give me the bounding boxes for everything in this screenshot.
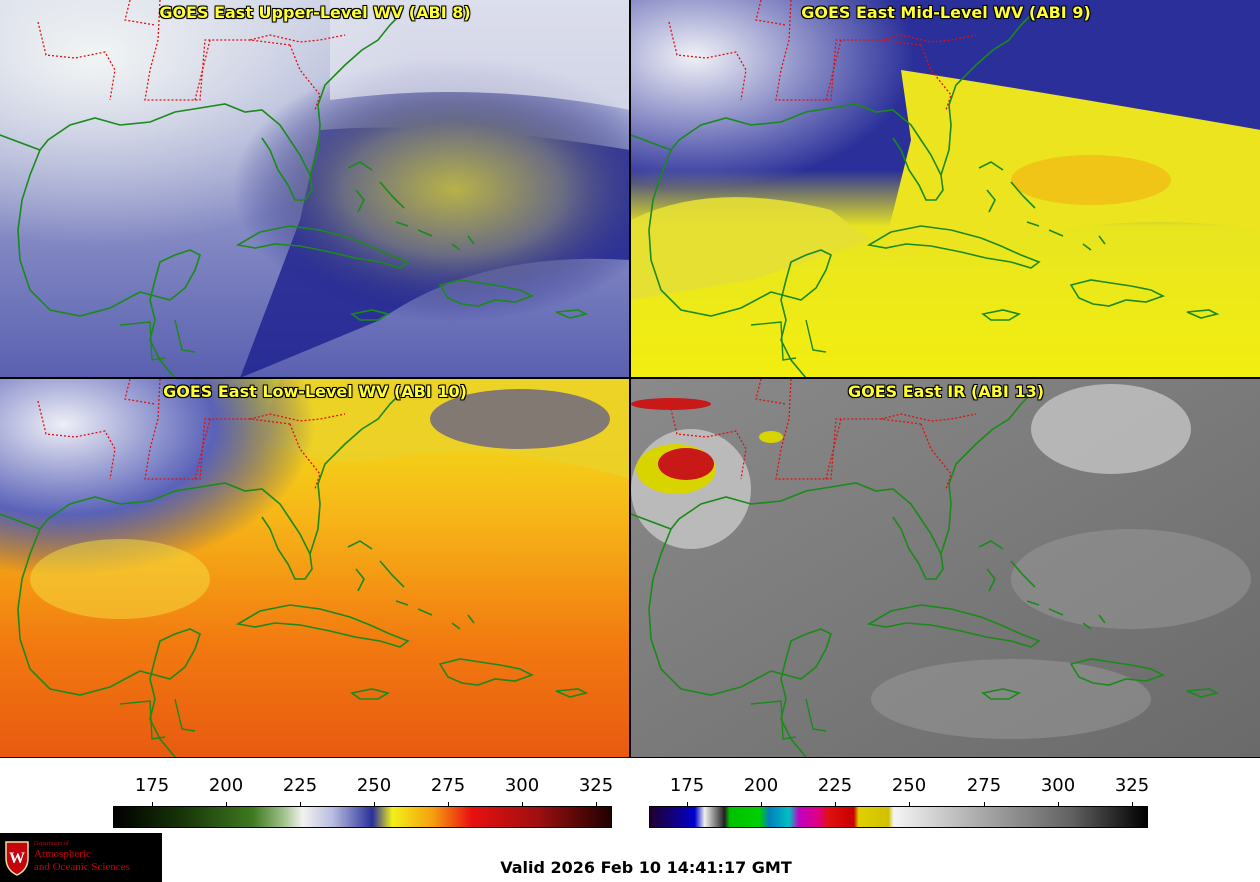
logo-department-text: Department of <box>34 841 69 847</box>
ir-tick-label: 275 <box>966 775 1002 796</box>
wv-tick-label: 325 <box>578 775 614 796</box>
wv-tick-label: 300 <box>504 775 540 796</box>
panel-upper-level-wv: GOES East Upper-Level WV (ABI 8) <box>0 0 630 378</box>
ir-tick-label: 225 <box>817 775 853 796</box>
panel-title: GOES East Low-Level WV (ABI 10) <box>163 382 467 401</box>
ir13-image <box>631 379 1260 757</box>
ir-colorbar-ticks: 175 200 225 250 275 300 325 <box>630 775 1260 807</box>
ir-tick-label: 300 <box>1040 775 1076 796</box>
panel-title: GOES East Mid-Level WV (ABI 9) <box>801 3 1091 22</box>
wv-tick-label: 225 <box>282 775 318 796</box>
wv-tick-label: 200 <box>208 775 244 796</box>
wv9-image <box>631 0 1260 378</box>
panel-title: GOES East Upper-Level WV (ABI 8) <box>159 3 471 22</box>
panel-divider-vertical <box>629 0 631 758</box>
logo-line2: and Oceanic Sciences <box>34 861 130 873</box>
uw-crest-icon: W <box>5 841 29 876</box>
wv10-image <box>0 379 630 757</box>
valid-timestamp: Valid 2026 Feb 10 14:41:17 GMT <box>500 858 792 877</box>
panel-mid-level-wv: GOES East Mid-Level WV (ABI 9) <box>631 0 1260 378</box>
ir-tick-label: 200 <box>743 775 779 796</box>
panel-ir: GOES East IR (ABI 13) <box>631 379 1260 757</box>
wv-colorbar-ticks: 175 200 225 250 275 300 325 <box>0 775 630 807</box>
ir-colorbar <box>649 806 1148 828</box>
aos-logo: W Department of Atmospheric and Oceanic … <box>0 833 162 882</box>
wv-tick-label: 250 <box>356 775 392 796</box>
ir-tick-label: 325 <box>1114 775 1150 796</box>
wv-tick-label: 175 <box>134 775 170 796</box>
logo-line1: Atmospheric <box>34 848 91 860</box>
panel-divider-bottom <box>0 757 1260 758</box>
panel-divider-horizontal <box>0 377 1260 379</box>
panel-low-level-wv: GOES East Low-Level WV (ABI 10) <box>0 379 630 757</box>
ir-tick-label: 175 <box>669 775 705 796</box>
panel-title: GOES East IR (ABI 13) <box>847 382 1045 401</box>
svg-text:W: W <box>9 850 25 867</box>
wv-tick-label: 275 <box>430 775 466 796</box>
wv8-image <box>0 0 630 378</box>
wv-colorbar <box>113 806 612 828</box>
ir-tick-label: 250 <box>891 775 927 796</box>
